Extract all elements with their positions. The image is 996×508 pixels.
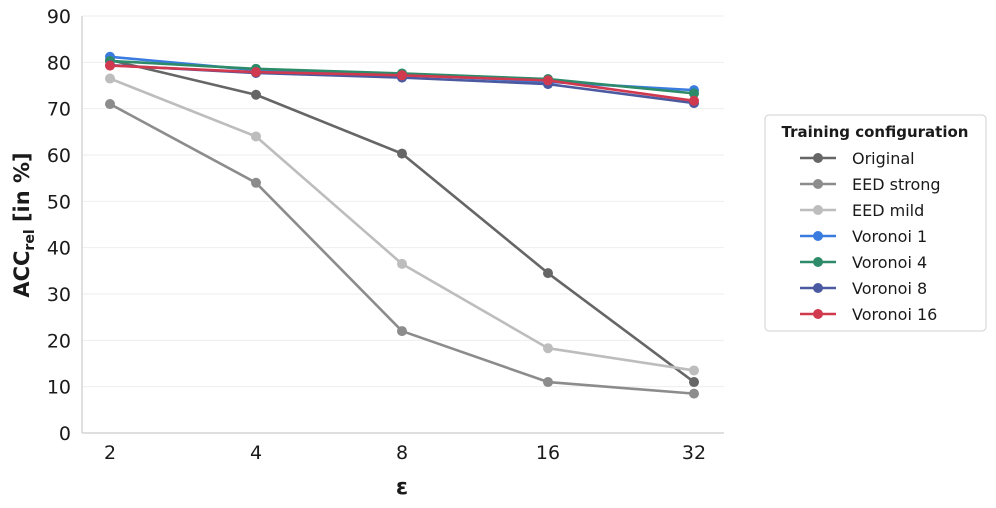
y-axis-title-suffix: [in %] bbox=[10, 152, 34, 229]
axes bbox=[81, 16, 724, 434]
x-tick-label: 2 bbox=[104, 442, 116, 464]
x-axis-title: ε bbox=[396, 475, 408, 500]
y-tick-label: 70 bbox=[47, 99, 71, 121]
y-tick-label: 40 bbox=[47, 238, 71, 260]
data-point-eed-strong bbox=[543, 377, 553, 388]
y-tick-label: 0 bbox=[59, 423, 71, 445]
legend-item-voronoi-4: Voronoi 4 bbox=[800, 253, 927, 272]
legend-items: Original EED strong EED mild Voronoi 1 Voron… bbox=[800, 149, 941, 324]
x-tick-label: 8 bbox=[396, 442, 408, 464]
data-point-original bbox=[397, 148, 407, 159]
series-points bbox=[105, 51, 699, 399]
legend-item-voronoi-16: Voronoi 16 bbox=[800, 305, 937, 324]
y-axis-title-subscript: rel bbox=[22, 229, 38, 250]
legend-box bbox=[764, 114, 987, 332]
legend-label: EED strong bbox=[852, 175, 941, 194]
y-tick-label: 10 bbox=[47, 377, 71, 399]
data-point-original bbox=[689, 377, 699, 388]
legend-label: Voronoi 16 bbox=[852, 305, 937, 324]
legend-label: Voronoi 8 bbox=[852, 279, 927, 298]
legend-label: Voronoi 4 bbox=[852, 253, 927, 272]
data-point-voronoi-16 bbox=[251, 67, 261, 78]
legend-item-eed-strong: EED strong bbox=[800, 175, 941, 194]
y-tick-label: 80 bbox=[47, 52, 71, 74]
legend-label: EED mild bbox=[852, 201, 924, 220]
series-line-eed-strong bbox=[108, 102, 696, 395]
y-tick-label: 60 bbox=[47, 145, 71, 167]
legend-marker bbox=[813, 205, 823, 215]
legend-item-voronoi-1: Voronoi 1 bbox=[800, 227, 927, 246]
data-point-eed-strong bbox=[397, 326, 407, 337]
data-point-voronoi-16 bbox=[397, 70, 407, 81]
legend-marker bbox=[813, 179, 823, 189]
y-tick-label: 90 bbox=[47, 6, 71, 28]
data-point-eed-strong bbox=[251, 177, 261, 188]
x-tick-label: 4 bbox=[250, 442, 262, 464]
legend-marker bbox=[813, 257, 823, 267]
y-axis-title: ACCrel [in %] bbox=[10, 152, 38, 297]
legend-item-original: Original bbox=[800, 149, 915, 168]
x-tick-label: 16 bbox=[536, 442, 560, 464]
data-point-voronoi-16 bbox=[543, 75, 553, 86]
data-point-eed-strong bbox=[105, 99, 115, 110]
legend-marker bbox=[813, 231, 823, 241]
data-point-eed-mild bbox=[689, 365, 699, 376]
legend-label: Original bbox=[852, 149, 915, 168]
legend-marker bbox=[813, 153, 823, 163]
data-point-eed-mild bbox=[543, 343, 553, 354]
x-tick-label: 32 bbox=[682, 442, 706, 464]
data-point-eed-strong bbox=[689, 388, 699, 399]
data-point-eed-mild bbox=[251, 131, 261, 142]
legend-label: Voronoi 1 bbox=[852, 227, 927, 246]
data-point-original bbox=[543, 268, 553, 279]
y-tick-label: 50 bbox=[47, 191, 71, 213]
series-lines bbox=[108, 55, 696, 395]
legend-marker bbox=[813, 283, 823, 293]
data-point-voronoi-16 bbox=[689, 95, 699, 106]
legend-marker bbox=[813, 309, 823, 319]
data-point-eed-mild bbox=[105, 73, 115, 84]
data-point-original bbox=[251, 89, 261, 100]
data-point-eed-mild bbox=[397, 258, 407, 269]
legend: Training configuration Original EED stron… bbox=[764, 114, 987, 332]
y-axis-title-main: ACC bbox=[10, 251, 34, 298]
data-point-voronoi-16 bbox=[105, 60, 115, 71]
data-point-voronoi-4 bbox=[689, 88, 699, 99]
legend-title: Training configuration bbox=[782, 123, 969, 141]
y-tick-labels: 0 10 20 30 40 50 60 70 80 90 bbox=[47, 6, 71, 445]
x-tick-labels: 2 4 8 16 32 bbox=[104, 442, 706, 464]
y-tick-label: 30 bbox=[47, 284, 71, 306]
legend-item-voronoi-8: Voronoi 8 bbox=[800, 279, 927, 298]
legend-item-eed-mild: EED mild bbox=[800, 201, 924, 220]
y-tick-label: 20 bbox=[47, 330, 71, 352]
